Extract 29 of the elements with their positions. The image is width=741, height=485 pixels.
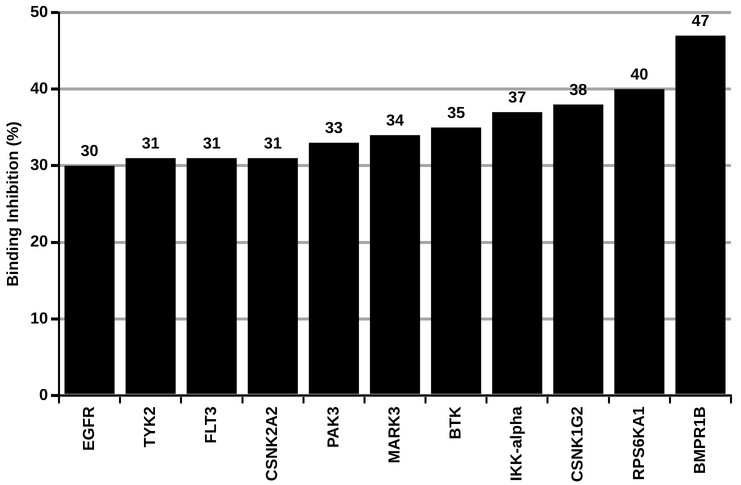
x-tick-label: CSNK2A2 (264, 406, 282, 482)
data-label: 31 (202, 135, 221, 152)
data-label: 31 (142, 135, 160, 152)
x-tick-label: FLT3 (203, 406, 220, 444)
data-label: 38 (569, 82, 588, 99)
x-tick-label: IKK-alpha (508, 406, 526, 482)
data-label: 40 (630, 66, 648, 84)
x-tick-label: EGFR (80, 406, 98, 451)
x-tick-label: RPS6KA1 (630, 406, 648, 480)
y-tick-label: 20 (30, 234, 48, 251)
x-tick-label: BTK (447, 406, 464, 440)
x-tick-label: MARK3 (386, 406, 404, 464)
data-label: 35 (447, 104, 466, 122)
data-label: 30 (80, 143, 99, 160)
x-tick-label: CSNK1G2 (570, 406, 587, 482)
data-label: 47 (692, 12, 710, 30)
x-tick-label: PAK3 (325, 406, 342, 448)
y-tick-label: 50 (30, 4, 48, 22)
data-label: 33 (325, 120, 343, 138)
data-label: 37 (508, 90, 526, 107)
y-tick-label: 0 (39, 386, 48, 404)
y-tick-label: 30 (30, 157, 48, 174)
data-label: 31 (264, 135, 282, 152)
x-tick-label: BMPR1B (692, 406, 709, 474)
y-tick-label: 40 (30, 80, 48, 98)
y-axis-title: Binding Inhibition (%) (5, 121, 22, 287)
data-label: 34 (386, 112, 404, 130)
y-tick-label: 10 (30, 310, 48, 328)
x-tick-label: TYK2 (142, 406, 160, 448)
